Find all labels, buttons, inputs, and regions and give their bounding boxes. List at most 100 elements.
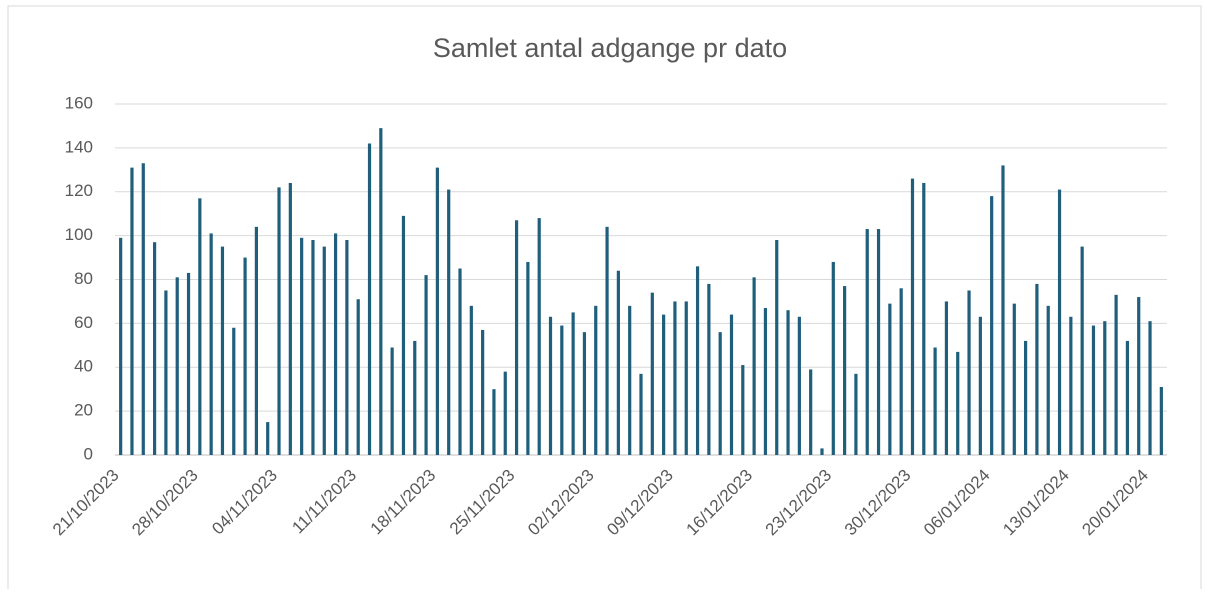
bar <box>401 215 406 455</box>
bar <box>130 167 134 455</box>
bar <box>1159 386 1163 455</box>
bar <box>345 240 349 455</box>
bar <box>650 292 654 455</box>
bar <box>797 316 801 455</box>
bar <box>1069 316 1073 455</box>
bar <box>232 327 236 455</box>
bar <box>254 226 258 455</box>
bar <box>1046 305 1050 455</box>
bar <box>1137 297 1141 455</box>
bar <box>322 246 326 455</box>
bar <box>876 229 881 455</box>
bar <box>537 218 541 455</box>
bar <box>526 261 530 455</box>
bar <box>843 286 847 455</box>
bar <box>741 365 745 455</box>
bar <box>503 371 507 455</box>
bar <box>435 167 439 455</box>
bar <box>300 237 304 455</box>
bar <box>164 290 168 455</box>
bar <box>695 266 700 455</box>
bar <box>933 347 937 455</box>
y-tick-label: 20 <box>74 401 93 420</box>
bar <box>752 277 756 455</box>
bar <box>729 314 734 455</box>
bar <box>1091 325 1096 455</box>
bar <box>492 389 496 455</box>
bar <box>763 308 768 455</box>
bar <box>1024 340 1028 455</box>
bar <box>1125 340 1130 455</box>
bar <box>888 303 892 455</box>
bar <box>548 316 553 455</box>
y-tick-label: 100 <box>65 225 93 244</box>
bar <box>820 448 824 455</box>
y-tick-label: 120 <box>65 181 93 200</box>
y-tick-label: 80 <box>74 269 93 288</box>
y-tick-label: 140 <box>65 137 93 156</box>
bar <box>141 163 145 455</box>
bar <box>424 275 428 455</box>
bar <box>854 373 858 455</box>
bar <box>809 369 813 455</box>
bar <box>175 277 179 455</box>
bar <box>514 220 519 455</box>
bar <box>243 257 247 455</box>
bar <box>639 373 643 455</box>
bar <box>447 189 451 455</box>
bar <box>333 233 338 455</box>
bar <box>1001 165 1005 456</box>
bar <box>582 332 587 455</box>
bar <box>944 301 949 455</box>
bar <box>865 229 869 455</box>
bar <box>922 182 926 455</box>
bar <box>775 240 779 455</box>
bar <box>266 422 270 455</box>
bar <box>1103 321 1107 455</box>
bar <box>594 305 598 455</box>
bar <box>390 347 394 455</box>
bar <box>718 332 722 455</box>
bar <box>605 226 609 455</box>
bar <box>356 299 360 455</box>
chart-title: Samlet antal adgange pr dato <box>433 33 787 63</box>
bar <box>367 143 372 456</box>
y-tick-label: 0 <box>84 444 93 463</box>
bar <box>311 240 315 455</box>
bar <box>990 196 994 455</box>
bar <box>831 261 835 455</box>
bar <box>1148 321 1152 455</box>
bar <box>673 301 677 455</box>
bar <box>978 316 982 455</box>
bar <box>786 310 790 455</box>
bar <box>379 128 383 455</box>
bar <box>458 268 462 455</box>
bar <box>198 198 202 456</box>
bar <box>209 233 213 455</box>
bar <box>571 312 575 455</box>
bar <box>469 305 473 455</box>
y-tick-label: 40 <box>74 357 93 376</box>
y-tick-label: 60 <box>74 313 93 332</box>
bar <box>662 314 666 455</box>
bar <box>684 301 688 455</box>
y-tick-label: 160 <box>65 93 93 112</box>
bar <box>1114 294 1118 455</box>
bar <box>220 246 225 455</box>
bar <box>288 182 292 455</box>
bar <box>186 272 191 455</box>
bar <box>707 283 711 455</box>
bar <box>1035 283 1039 455</box>
bar <box>1057 189 1062 455</box>
bar <box>481 329 485 455</box>
bar <box>1012 303 1016 455</box>
bar <box>967 290 971 455</box>
bar <box>560 325 564 455</box>
bar <box>413 340 417 455</box>
bar <box>277 187 281 456</box>
bar <box>628 305 632 455</box>
bar <box>910 178 915 455</box>
bar <box>616 270 620 455</box>
bar <box>899 288 903 455</box>
